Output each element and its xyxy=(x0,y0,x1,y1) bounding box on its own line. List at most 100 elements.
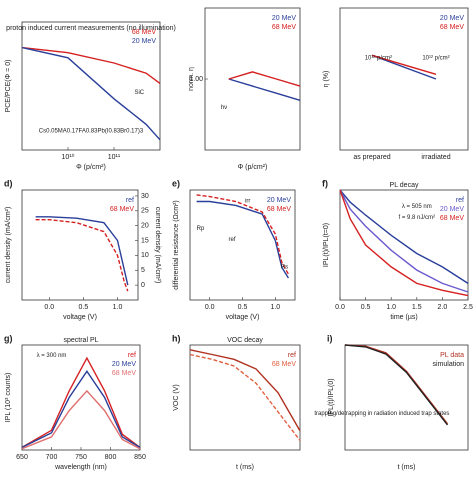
series-line xyxy=(21,370,141,449)
series-label: 20 MeV xyxy=(267,197,291,204)
plot-frame xyxy=(189,344,301,451)
x-tick-label: 0.0 xyxy=(205,304,215,311)
annotation: Cs0.05MA0.17FA0.83Pb(I0.83Br0.17)3 xyxy=(39,128,144,134)
series-line xyxy=(21,46,161,84)
series-line xyxy=(189,353,301,441)
panel-label: h) xyxy=(172,333,181,343)
x-axis-label: voltage (V) xyxy=(63,314,97,321)
plot-frame xyxy=(344,344,469,451)
panel-title: spectral PL xyxy=(63,337,98,344)
annotation: f = 9.8 nJ/cm² xyxy=(399,215,436,221)
series-line xyxy=(189,349,301,432)
series-line xyxy=(344,344,449,426)
y2-tick-label: 5 xyxy=(141,267,145,274)
annotation: Rp xyxy=(197,226,205,232)
panel-title: VOC decay xyxy=(227,337,263,344)
series-label: ref xyxy=(128,352,136,359)
x-axis-label: Φ (p/cm²) xyxy=(76,164,106,171)
x-tick-label: 0.5 xyxy=(79,304,89,311)
series-line xyxy=(21,356,141,449)
annotation: irr xyxy=(245,199,250,205)
annotation: λ = 505 nm xyxy=(402,204,432,210)
y2-tick-label: 15 xyxy=(141,237,149,244)
series-line xyxy=(21,389,141,450)
y-axis-label: PCE/PCE(Φ = 0) xyxy=(5,60,12,113)
x-tick-label: 1.0 xyxy=(113,304,123,311)
panel-label: d) xyxy=(4,178,13,188)
series-label: 68 MeV xyxy=(132,29,156,36)
series-label: 68 MeV xyxy=(440,215,464,222)
y-axis-label: current density (mA/cm²) xyxy=(5,207,12,284)
series-label: 68 MeV xyxy=(272,361,296,368)
series-line xyxy=(35,216,129,286)
x-tick-label: 700 xyxy=(46,454,58,461)
category-label: irradiated xyxy=(421,154,450,161)
x-tick-label: 850 xyxy=(134,454,146,461)
x-axis-label: Φ (p/cm²) xyxy=(238,164,268,171)
panel-title: proton induced current measurements (no … xyxy=(6,25,176,32)
x-axis-label: wavelength (nm) xyxy=(54,464,107,471)
x-tick-label: 10¹¹ xyxy=(108,154,121,161)
annotation: 10¹² p/cm² xyxy=(422,55,449,61)
panel-label: g) xyxy=(4,333,13,343)
y-axis-label: IPL(t)/IPL(0) xyxy=(328,378,335,416)
y2-tick-label: 25 xyxy=(141,208,149,215)
category-label: as prepared xyxy=(353,154,390,161)
y2-tick-label: 0 xyxy=(141,282,145,289)
y-axis-label: differential resistance (Ωcm²) xyxy=(173,200,180,290)
series-line xyxy=(339,189,469,284)
plot-frame xyxy=(339,7,469,151)
series-line xyxy=(35,219,129,292)
x-tick-label: 0.0 xyxy=(44,304,54,311)
series-label: 68 MeV xyxy=(110,206,134,213)
series-line xyxy=(228,71,301,87)
series-label: 68 MeV xyxy=(267,206,291,213)
series-line xyxy=(339,189,469,297)
x-tick-label: 800 xyxy=(105,454,117,461)
x-tick-label: 750 xyxy=(75,454,87,461)
plot-frame xyxy=(21,189,139,301)
x-tick-label: 2.0 xyxy=(438,304,448,311)
series-label: ref xyxy=(126,197,134,204)
y-axis-label: norm. η xyxy=(188,67,195,91)
series-line xyxy=(228,78,301,101)
series-label: 20 MeV xyxy=(132,38,156,45)
y2-axis-label: current density (mA/cm²) xyxy=(154,207,161,284)
y2-tick-label: 30 xyxy=(141,193,149,200)
x-tick-label: 2.5 xyxy=(463,304,473,311)
series-line xyxy=(196,200,289,279)
series-line xyxy=(196,194,290,275)
annotation: trapping/detrapping in radiation induced… xyxy=(314,411,449,417)
plot-frame xyxy=(339,189,469,301)
series-label: 20 MeV xyxy=(272,15,296,22)
plot-frame xyxy=(21,21,161,151)
series-label: 68 MeV xyxy=(112,370,136,377)
y-axis-label: η (%) xyxy=(323,71,330,88)
x-tick-label: 10¹⁰ xyxy=(62,153,75,161)
panel-label: i) xyxy=(327,333,333,343)
series-label: 68 MeV xyxy=(440,24,464,31)
x-tick-label: 0.5 xyxy=(238,304,248,311)
y-tick-label: 1.00 xyxy=(189,76,203,83)
y-axis-label: IPL (10³ counts) xyxy=(5,373,12,423)
series-label: simulation xyxy=(432,361,464,368)
series-label: 20 MeV xyxy=(440,206,464,213)
y-axis-label: VOC (V) xyxy=(173,384,180,410)
series-label: 20 MeV xyxy=(440,15,464,22)
series-line xyxy=(371,54,437,75)
x-tick-label: 0.0 xyxy=(335,304,345,311)
series-line xyxy=(371,54,437,80)
x-axis-label: time (µs) xyxy=(390,314,417,321)
panel-title: PL decay xyxy=(390,182,419,189)
y-axis-label: IPL(t)/IPL(t=0) xyxy=(323,223,330,267)
x-tick-label: 1.0 xyxy=(270,304,280,311)
annotation: 10¹² p/cm² xyxy=(365,55,392,61)
x-tick-label: 1.0 xyxy=(386,304,396,311)
y2-tick-label: 20 xyxy=(141,223,149,230)
series-line xyxy=(21,46,161,141)
annotation: Rs xyxy=(281,265,288,271)
x-tick-label: 1.5 xyxy=(412,304,422,311)
x-tick-label: 0.5 xyxy=(361,304,371,311)
series-label: ref xyxy=(288,352,296,359)
panel-label: f) xyxy=(322,178,328,188)
